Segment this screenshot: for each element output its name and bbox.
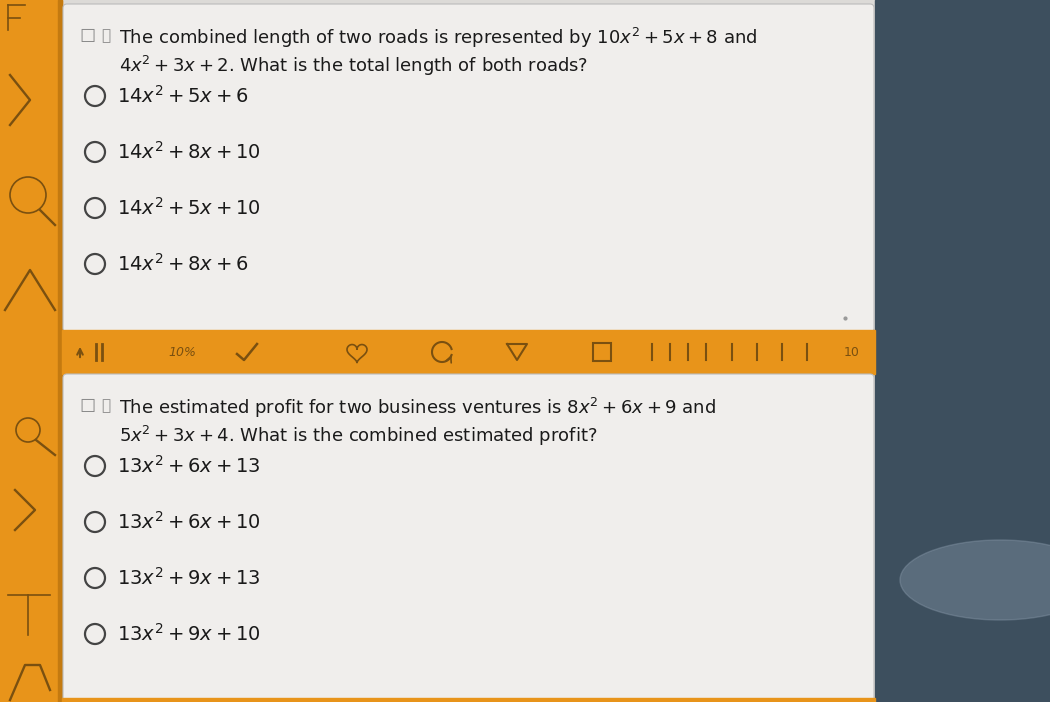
Bar (62, 698, 875, 702)
Text: ⎖: ⎖ (101, 398, 110, 413)
Text: ☐: ☐ (79, 398, 96, 416)
Text: ☐: ☐ (79, 28, 96, 46)
Text: $4x^2 + 3x + 2$. What is the total length of both roads?: $4x^2 + 3x + 2$. What is the total lengt… (119, 54, 588, 78)
Text: $13x^2 + 9x + 13$: $13x^2 + 9x + 13$ (117, 567, 260, 589)
Text: $5x^2 + 3x + 4$. What is the combined estimated profit?: $5x^2 + 3x + 4$. What is the combined es… (119, 424, 597, 448)
Bar (0, 0, 62, 702)
Text: 10: 10 (844, 345, 860, 359)
FancyBboxPatch shape (63, 4, 874, 332)
Bar (58, 0, 62, 702)
Text: ⎖: ⎖ (101, 28, 110, 43)
Text: $13x^2 + 6x + 13$: $13x^2 + 6x + 13$ (117, 455, 260, 477)
Bar (593, 343, 611, 361)
Bar (62, 330, 875, 374)
Text: The combined length of two roads is represented by $10x^2 + 5x + 8$ and: The combined length of two roads is repr… (119, 26, 757, 50)
Ellipse shape (900, 540, 1050, 620)
Text: $13x^2 + 6x + 10$: $13x^2 + 6x + 10$ (117, 511, 260, 533)
Bar (875, 0, 1050, 702)
Text: $14x^2 + 5x + 10$: $14x^2 + 5x + 10$ (117, 197, 260, 219)
Text: $13x^2 + 9x + 10$: $13x^2 + 9x + 10$ (117, 623, 260, 645)
Text: The estimated profit for two business ventures is $8x^2 + 6x + 9$ and: The estimated profit for two business ve… (119, 396, 716, 420)
Text: 10%: 10% (168, 345, 196, 359)
Bar (62, 0, 875, 702)
Text: $14x^2 + 5x + 6$: $14x^2 + 5x + 6$ (117, 85, 249, 107)
FancyBboxPatch shape (63, 374, 874, 702)
Text: $14x^2 + 8x + 10$: $14x^2 + 8x + 10$ (117, 141, 260, 163)
Text: $14x^2 + 8x + 6$: $14x^2 + 8x + 6$ (117, 253, 249, 275)
